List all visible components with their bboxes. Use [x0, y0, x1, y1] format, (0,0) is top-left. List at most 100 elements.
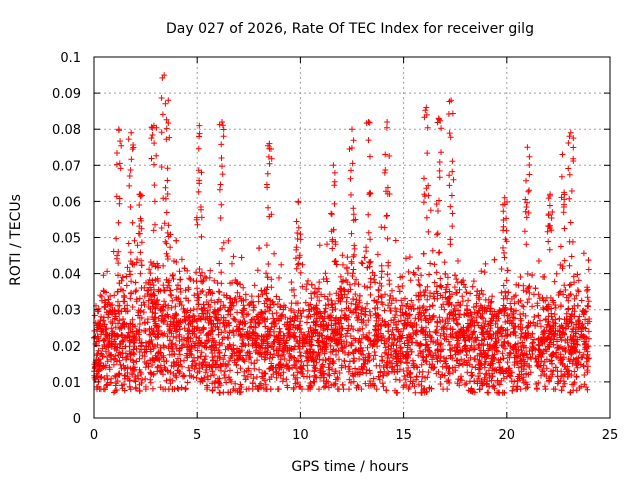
- data-point: [208, 317, 215, 323]
- data-point: [568, 188, 575, 194]
- data-point: [504, 267, 511, 274]
- data-point: [397, 357, 404, 364]
- data-point: [165, 386, 172, 393]
- data-point: [479, 310, 486, 317]
- data-point: [483, 370, 490, 377]
- data-point: [267, 297, 274, 304]
- data-point: [544, 343, 551, 350]
- data-point: [169, 297, 176, 304]
- data-point: [169, 272, 176, 279]
- data-point: [536, 295, 543, 302]
- data-point: [338, 346, 345, 352]
- data-point: [418, 317, 425, 323]
- data-point: [181, 325, 188, 332]
- data-point: [376, 280, 383, 287]
- data-point: [326, 291, 333, 298]
- data-point: [259, 291, 266, 298]
- data-point: [455, 258, 461, 264]
- data-point: [478, 337, 485, 344]
- data-point: [492, 320, 499, 327]
- data-point: [353, 296, 360, 303]
- data-point: [568, 336, 575, 343]
- data-point: [443, 326, 450, 333]
- data-point: [382, 344, 389, 351]
- data-point: [207, 372, 214, 379]
- data-point: [385, 369, 392, 376]
- data-point: [308, 281, 315, 288]
- data-point: [423, 389, 430, 395]
- data-point: [426, 271, 433, 278]
- data-point: [530, 339, 536, 346]
- data-point: [525, 188, 532, 195]
- data-point: [379, 357, 386, 364]
- y-tick-label: 0: [73, 412, 81, 427]
- data-point: [560, 209, 567, 216]
- data-point: [415, 381, 422, 388]
- data-point: [128, 278, 135, 285]
- data-point: [383, 387, 390, 394]
- data-point: [107, 293, 114, 299]
- data-point: [471, 389, 478, 396]
- data-point: [133, 337, 140, 344]
- data-point: [331, 178, 338, 185]
- data-point: [286, 347, 293, 354]
- data-point: [332, 306, 339, 312]
- data-point: [496, 307, 503, 313]
- data-point: [302, 299, 309, 306]
- data-point: [276, 339, 283, 346]
- data-point: [543, 324, 550, 331]
- data-point: [500, 355, 507, 362]
- data-point: [529, 303, 536, 310]
- data-point: [475, 373, 482, 380]
- data-point: [431, 261, 438, 268]
- data-point: [424, 345, 431, 351]
- data-point: [483, 308, 490, 315]
- data-point: [158, 305, 164, 312]
- data-point: [305, 302, 312, 309]
- x-tick-label: 15: [395, 428, 412, 443]
- data-point: [268, 276, 275, 283]
- data-point: [146, 276, 153, 283]
- data-point: [308, 353, 315, 360]
- data-point: [148, 155, 155, 162]
- data-point: [546, 246, 553, 253]
- data-point: [523, 288, 530, 295]
- data-point: [191, 366, 198, 372]
- data-point: [112, 372, 118, 379]
- data-point: [162, 100, 169, 107]
- data-point: [422, 107, 429, 114]
- data-point: [204, 362, 210, 369]
- data-point: [459, 293, 466, 300]
- data-point: [425, 319, 432, 326]
- data-point: [360, 356, 367, 363]
- data-point: [294, 369, 301, 376]
- data-point: [152, 310, 159, 317]
- data-point: [170, 276, 177, 282]
- data-point: [186, 275, 193, 282]
- data-point: [237, 365, 244, 372]
- data-point: [102, 348, 109, 355]
- data-point: [560, 383, 567, 390]
- data-point: [541, 383, 548, 390]
- data-point: [115, 260, 122, 267]
- data-point: [224, 361, 231, 368]
- data-point: [569, 238, 576, 245]
- data-point: [476, 341, 483, 348]
- data-point: [196, 365, 203, 372]
- data-point: [412, 315, 419, 322]
- data-point: [161, 317, 168, 324]
- data-point: [436, 174, 443, 181]
- data-point: [244, 335, 251, 342]
- data-point: [346, 281, 353, 288]
- data-point: [585, 257, 592, 264]
- data-point: [327, 342, 334, 349]
- data-point: [322, 270, 329, 277]
- data-point: [318, 291, 325, 298]
- data-point: [203, 382, 210, 389]
- data-point: [283, 323, 290, 330]
- data-point: [453, 302, 459, 309]
- data-point: [273, 293, 280, 300]
- data-point: [151, 161, 157, 168]
- data-point: [533, 359, 540, 365]
- data-point: [168, 304, 175, 311]
